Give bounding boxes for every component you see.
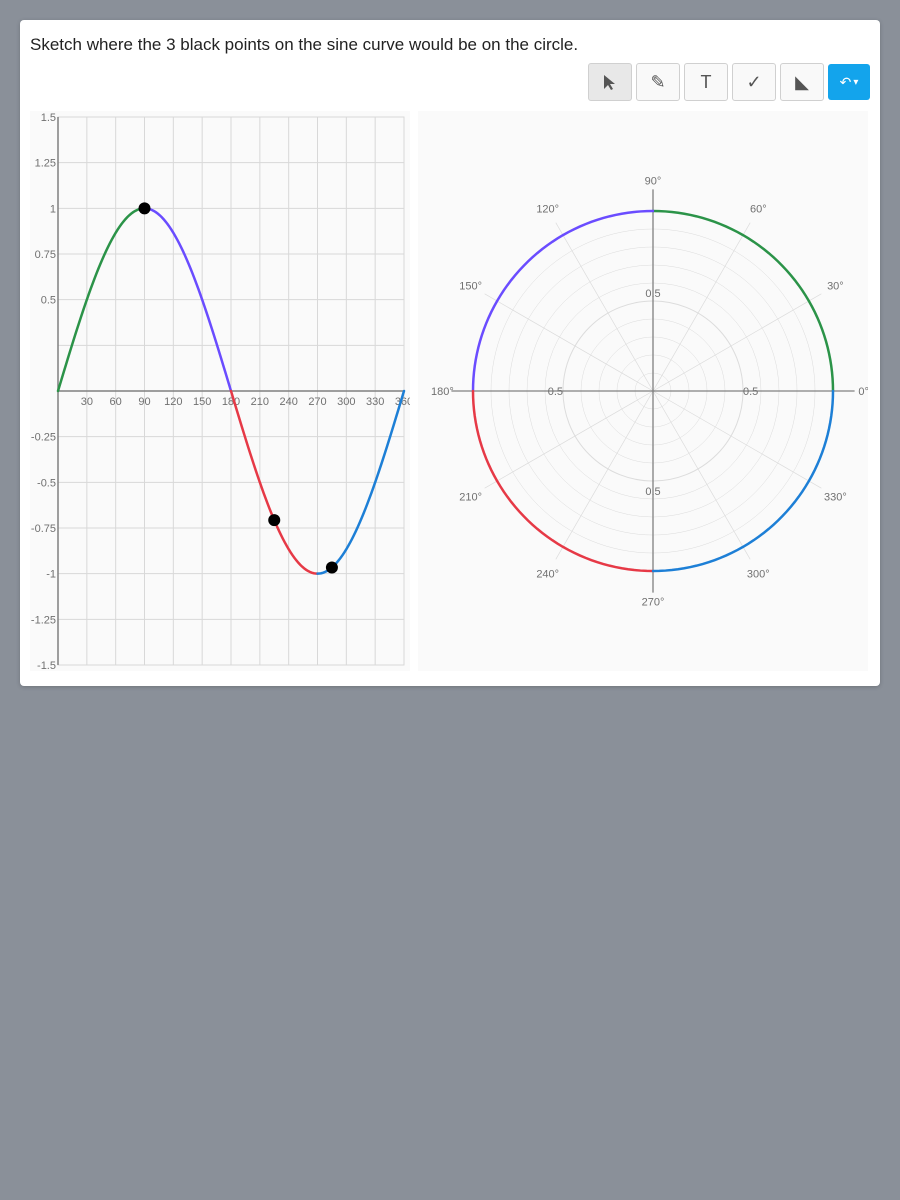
svg-text:240: 240 <box>279 396 297 408</box>
svg-text:0.75: 0.75 <box>35 249 56 261</box>
svg-text:0.5: 0.5 <box>743 386 758 398</box>
svg-text:30: 30 <box>81 396 93 408</box>
svg-text:0.5: 0.5 <box>548 386 563 398</box>
svg-text:270: 270 <box>308 396 326 408</box>
circle-chart: 0° 30° 60° 90° 120° 150° 180° 210° 240° 270° 300° 3… <box>418 111 868 671</box>
eraser-tool[interactable]: ◣ <box>780 63 824 101</box>
svg-text:1.25: 1.25 <box>35 158 56 170</box>
svg-text:-0.25: -0.25 <box>31 432 56 444</box>
svg-text:300°: 300° <box>747 568 770 580</box>
svg-text:1.5: 1.5 <box>41 112 56 124</box>
svg-text:0.5: 0.5 <box>645 288 660 300</box>
svg-text:0°: 0° <box>858 386 868 398</box>
svg-text:270°: 270° <box>642 597 665 609</box>
svg-text:-0.75: -0.75 <box>31 523 56 535</box>
svg-text:1: 1 <box>50 203 56 215</box>
svg-text:150°: 150° <box>459 281 482 293</box>
svg-text:90°: 90° <box>645 175 662 187</box>
check-tool[interactable]: ✓ <box>732 63 776 101</box>
svg-text:-1: -1 <box>46 569 56 581</box>
svg-text:-1.5: -1.5 <box>37 660 56 671</box>
svg-text:90: 90 <box>138 396 150 408</box>
svg-text:60°: 60° <box>750 204 767 216</box>
svg-text:-1.25: -1.25 <box>31 614 56 626</box>
undo-button[interactable]: ↶ <box>828 64 870 100</box>
drawing-toolbar: ✎ T ✓ ◣ ↶ <box>30 63 870 101</box>
svg-text:210: 210 <box>251 396 269 408</box>
svg-text:120: 120 <box>164 396 182 408</box>
svg-text:60: 60 <box>110 396 122 408</box>
svg-text:180°: 180° <box>431 386 454 398</box>
svg-text:120°: 120° <box>536 204 559 216</box>
pointer-tool[interactable] <box>588 63 632 101</box>
svg-text:0.5: 0.5 <box>645 486 660 498</box>
svg-text:30°: 30° <box>827 281 844 293</box>
content-card: Sketch where the 3 black points on the s… <box>20 20 880 686</box>
pen-tool[interactable]: ✎ <box>636 63 680 101</box>
svg-text:240°: 240° <box>536 568 559 580</box>
svg-text:180: 180 <box>222 396 240 408</box>
sine-chart: 3060901201501802102402703003303601.51.25… <box>30 111 410 671</box>
text-tool[interactable]: T <box>684 63 728 101</box>
svg-text:330: 330 <box>366 396 384 408</box>
svg-text:150: 150 <box>193 396 211 408</box>
svg-text:210°: 210° <box>459 491 482 503</box>
chart-row: 3060901201501802102402703003303601.51.25… <box>30 111 870 671</box>
svg-text:300: 300 <box>337 396 355 408</box>
question-text: Sketch where the 3 black points on the s… <box>30 35 870 55</box>
svg-text:-0.5: -0.5 <box>37 477 56 489</box>
svg-text:330°: 330° <box>824 491 847 503</box>
svg-text:0.5: 0.5 <box>41 295 56 307</box>
